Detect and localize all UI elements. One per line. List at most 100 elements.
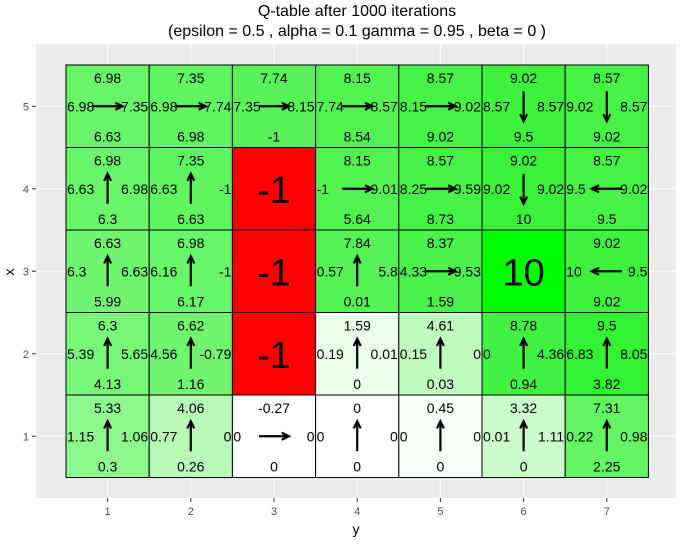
arrow-head: [519, 196, 529, 207]
policy-arrow: [352, 418, 362, 452]
policy-arrow: [519, 418, 529, 452]
q-value-right: 0.98: [620, 428, 647, 444]
q-value-down: 8.73: [427, 211, 454, 227]
q-value-right: 0: [473, 346, 481, 362]
y-tick-label: 4: [23, 184, 29, 196]
q-value-down: 0: [353, 376, 361, 392]
q-value-left: -1: [317, 181, 330, 197]
arrow-head: [447, 184, 458, 194]
policy-arrow: [103, 336, 113, 369]
q-cell: 9.02 9.02 10 9.5: [564, 229, 649, 313]
arrow-head: [352, 336, 362, 347]
q-value-down: 0.01: [344, 294, 371, 310]
q-value-left: 6.3: [67, 263, 87, 279]
cell-background: [481, 229, 566, 313]
q-cell: 8.15 8.547.74 8.57: [315, 64, 400, 148]
q-cell: 6.986.36.63 6.98: [65, 147, 150, 231]
policy-arrow: [259, 431, 292, 441]
q-value-right: 5.8: [378, 263, 398, 279]
arrow-head: [447, 266, 458, 276]
q-value-up: 9.5: [597, 318, 617, 334]
q-value-right: -1: [219, 181, 232, 197]
q-value-up: 0: [353, 400, 361, 416]
q-value-right: 4.36: [537, 346, 564, 362]
q-value-right: 0: [307, 428, 315, 444]
q-value-up: 8.37: [427, 235, 454, 251]
q-value-up: 6.62: [177, 318, 204, 334]
q-value-up: 5.33: [94, 400, 121, 416]
q-value-right: 9.59: [454, 181, 481, 197]
q-value-left: 10: [566, 263, 582, 279]
q-value-up: 8.78: [510, 318, 537, 334]
q-cell: 10: [481, 229, 566, 313]
q-value-left: 9.02: [566, 98, 593, 114]
cell-big-label: 10: [502, 252, 544, 294]
q-cell: 0 0 0 0: [315, 394, 400, 478]
q-value-down: 2.25: [593, 459, 620, 475]
q-cell: 7.74 -1 7.35 8.15: [231, 64, 317, 148]
q-cell: 8.57 8.738.25 9.59: [398, 147, 483, 231]
cell-background: [231, 312, 317, 396]
policy-arrow: [175, 101, 209, 111]
policy-arrow: [602, 91, 612, 124]
q-value-right: 9.5: [628, 263, 648, 279]
y-tick-label: 1: [23, 431, 29, 443]
q-value-right: 7.35: [121, 98, 148, 114]
q-value-right: 0.01: [371, 346, 398, 362]
q-value-up: 8.57: [427, 153, 454, 169]
q-value-left: 1.15: [67, 428, 94, 444]
q-value-down: 0: [520, 459, 528, 475]
q-value-down: 5.99: [94, 294, 121, 310]
q-value-down: 6.63: [177, 211, 204, 227]
x-axis-label: y: [353, 521, 360, 537]
arrow-head: [281, 431, 292, 441]
q-value-up: 7.35: [177, 70, 204, 86]
arrow-head: [364, 101, 375, 111]
arrow-head: [281, 101, 292, 111]
policy-arrow: [425, 101, 458, 111]
q-value-right: 9.02: [454, 98, 481, 114]
y-axis-label: x: [1, 269, 17, 276]
q-value-up: 8.15: [344, 153, 371, 169]
q-value-up: 6.98: [177, 235, 204, 251]
q-value-left: 0.01: [483, 428, 510, 444]
cell-background: [231, 147, 317, 231]
x-tick-label: 7: [604, 506, 610, 518]
q-value-up: 8.57: [427, 70, 454, 86]
q-value-left: 8.57: [483, 98, 510, 114]
q-cell: 0.45 0 0 0: [398, 394, 483, 478]
arrow-head: [103, 418, 113, 429]
x-tick-label: 5: [437, 506, 443, 518]
arrow-head: [447, 101, 458, 111]
q-value-down: 0.26: [177, 459, 204, 475]
q-value-left: 0.22: [566, 428, 593, 444]
q-value-up: 4.06: [177, 400, 204, 416]
q-value-up: 9.02: [510, 70, 537, 86]
arrow-head: [519, 113, 529, 124]
q-cell: 3.32 0 0.01 1.11: [481, 394, 566, 478]
policy-arrow: [519, 336, 529, 369]
arrow-head: [602, 418, 612, 429]
q-value-down: 9.02: [427, 129, 454, 145]
q-cell: 4.61 0.030.15 0: [398, 312, 483, 396]
x-tick-label: 6: [521, 506, 527, 518]
q-value-right: -1: [219, 263, 232, 279]
arrow-head: [186, 418, 196, 429]
q-value-right: 8.15: [287, 98, 314, 114]
q-cell: 9.02 9.58.57 8.57: [481, 64, 566, 148]
q-cell: 6.986.636.98 7.35: [65, 64, 150, 148]
q-value-up: 3.32: [510, 400, 537, 416]
policy-arrow: [186, 171, 196, 204]
arrow-head: [435, 418, 445, 429]
q-value-left: 7.74: [317, 98, 344, 114]
q-value-left: 0: [483, 346, 491, 362]
q-value-down: 6.98: [177, 129, 204, 145]
q-value-right: 1.06: [121, 428, 148, 444]
q-cell: 8.78 0.94 0 4.36: [481, 312, 566, 396]
cell-background: [231, 394, 317, 478]
policy-arrow: [352, 253, 362, 287]
q-cell: 6.62 1.164.56 -0.79: [148, 312, 233, 396]
arrow-head: [352, 418, 362, 429]
q-value-right: 8.57: [537, 98, 564, 114]
